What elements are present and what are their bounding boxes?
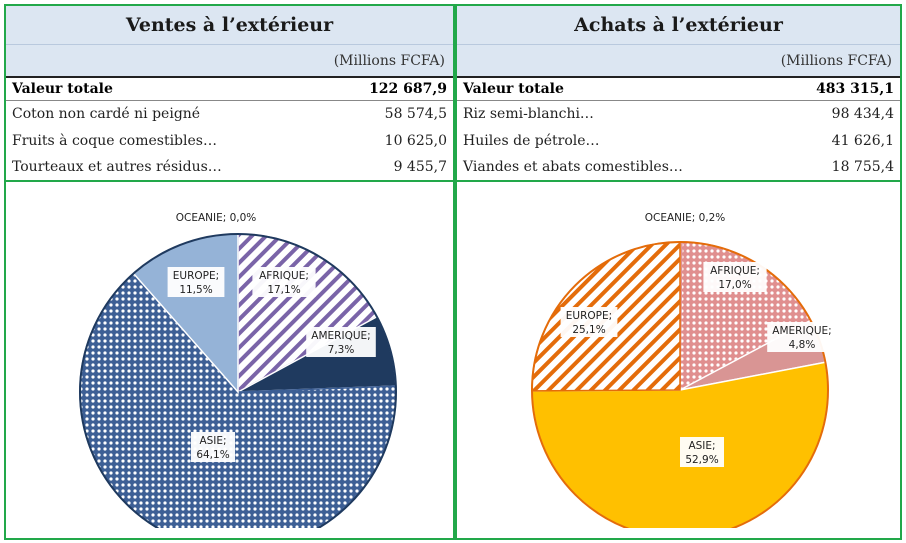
unit-label: (Millions FCFA)	[6, 44, 453, 76]
svg-text:ASIE;: ASIE;	[199, 435, 226, 447]
panel-title: Achats à l’extérieur	[457, 6, 900, 44]
row-label: Tourteaux et autres résidus…	[6, 154, 325, 182]
row-label: Coton non cardé ni peigné	[12, 105, 201, 122]
data-label-amerique: AMERIQUE; 7,3%	[306, 327, 376, 357]
svg-text:AFRIQUE;: AFRIQUE;	[259, 270, 309, 282]
values-table: Valeur totale 122 687,9 Coton non cardé …	[6, 76, 453, 182]
pie-chart-area: OCEANIE; 0,0% AFRIQUE; 17,1% AMERIQUE; 7,3% A…	[6, 182, 453, 543]
pie-outline	[79, 233, 397, 543]
total-value: 483 315,1	[776, 76, 900, 101]
table-row: Fruits à coque comestibles… 10 625,0	[6, 127, 453, 154]
table-row: Coton non cardé ni peigné 58 574,5	[6, 100, 453, 127]
row-value: 58 574,5	[384, 105, 447, 122]
total-row: Valeur totale 483 315,1	[457, 76, 900, 101]
total-row: Valeur totale 122 687,9	[6, 76, 453, 101]
data-label-amerique: AMERIQUE; 4,8%	[767, 322, 837, 352]
total-label: Valeur totale	[6, 76, 325, 101]
svg-text:7,3%: 7,3%	[328, 344, 355, 356]
panel-title: Ventes à l’extérieur	[6, 6, 453, 44]
svg-text:ASIE;: ASIE;	[688, 440, 715, 452]
row-label: Viandes et abats comestibles…	[457, 154, 777, 182]
row-value: 10 625,0	[384, 132, 447, 149]
row-value: 18 755,4	[776, 154, 900, 182]
table-row: Riz semi-blanchi… 98 434,4	[457, 100, 900, 127]
svg-text:52,9%: 52,9%	[685, 454, 718, 466]
svg-text:64,1%: 64,1%	[196, 449, 229, 461]
svg-text:17,0%: 17,0%	[718, 279, 751, 291]
exports-pie-chart: OCEANIE; 0,0%AFRIQUE;17,1%AMERIQUE;7,3%A…	[79, 209, 397, 543]
total-value: 122 687,9	[324, 76, 453, 101]
imports-panel: Achats à l’extérieur (Millions FCFA) Val…	[455, 4, 902, 540]
row-value: 98 434,4	[831, 105, 894, 122]
svg-text:EUROPE;: EUROPE;	[173, 270, 219, 282]
svg-text:EUROPE;: EUROPE;	[566, 310, 612, 322]
data-label-europe: EUROPE; 11,5%	[167, 267, 225, 297]
data-label-afrique: AFRIQUE; 17,1%	[252, 267, 316, 297]
data-label-oceanie: OCEANIE; 0,0%	[168, 209, 264, 225]
values-table: Valeur totale 483 315,1 Riz semi-blanchi…	[457, 76, 900, 182]
imports-pie-chart: OCEANIE; 0,2%AFRIQUE;17,0%AMERIQUE;4,8%A…	[531, 209, 837, 539]
svg-text:4,8%: 4,8%	[789, 339, 816, 351]
data-label-europe: EUROPE; 25,1%	[560, 307, 618, 337]
row-label: Fruits à coque comestibles…	[12, 132, 217, 149]
row-label: Riz semi-blanchi…	[463, 105, 594, 122]
table-row: Huiles de pétrole… 41 626,1	[457, 127, 900, 154]
svg-text:17,1%: 17,1%	[267, 284, 300, 296]
svg-text:25,1%: 25,1%	[572, 324, 605, 336]
data-label-asie: ASIE; 64,1%	[191, 432, 235, 462]
table-row: Viandes et abats comestibles… 18 755,4	[457, 154, 900, 182]
table-row: Tourteaux et autres résidus… 9 455,7	[6, 154, 453, 182]
svg-text:AMERIQUE;: AMERIQUE;	[772, 325, 831, 337]
svg-text:11,5%: 11,5%	[179, 284, 212, 296]
data-label-afrique: AFRIQUE; 17,0%	[703, 262, 767, 292]
pie-chart-area: OCEANIE; 0,2% AFRIQUE; 17,0% AMERIQUE; 4,8% A…	[457, 182, 900, 539]
unit-label: (Millions FCFA)	[457, 44, 900, 76]
row-value: 9 455,7	[324, 154, 453, 182]
data-label-oceanie: OCEANIE; 0,2%	[637, 209, 733, 225]
row-label: Huiles de pétrole…	[463, 132, 600, 149]
row-value: 41 626,1	[831, 132, 894, 149]
data-label-asie: ASIE; 52,9%	[680, 437, 724, 467]
svg-text:OCEANIE; 0,2%: OCEANIE; 0,2%	[645, 212, 726, 224]
exports-panel: Ventes à l’extérieur (Millions FCFA) Val…	[4, 4, 455, 543]
total-label: Valeur totale	[457, 76, 777, 101]
svg-text:OCEANIE; 0,0%: OCEANIE; 0,0%	[176, 212, 257, 224]
svg-text:AMERIQUE;: AMERIQUE;	[311, 330, 370, 342]
svg-text:AFRIQUE;: AFRIQUE;	[710, 265, 760, 277]
